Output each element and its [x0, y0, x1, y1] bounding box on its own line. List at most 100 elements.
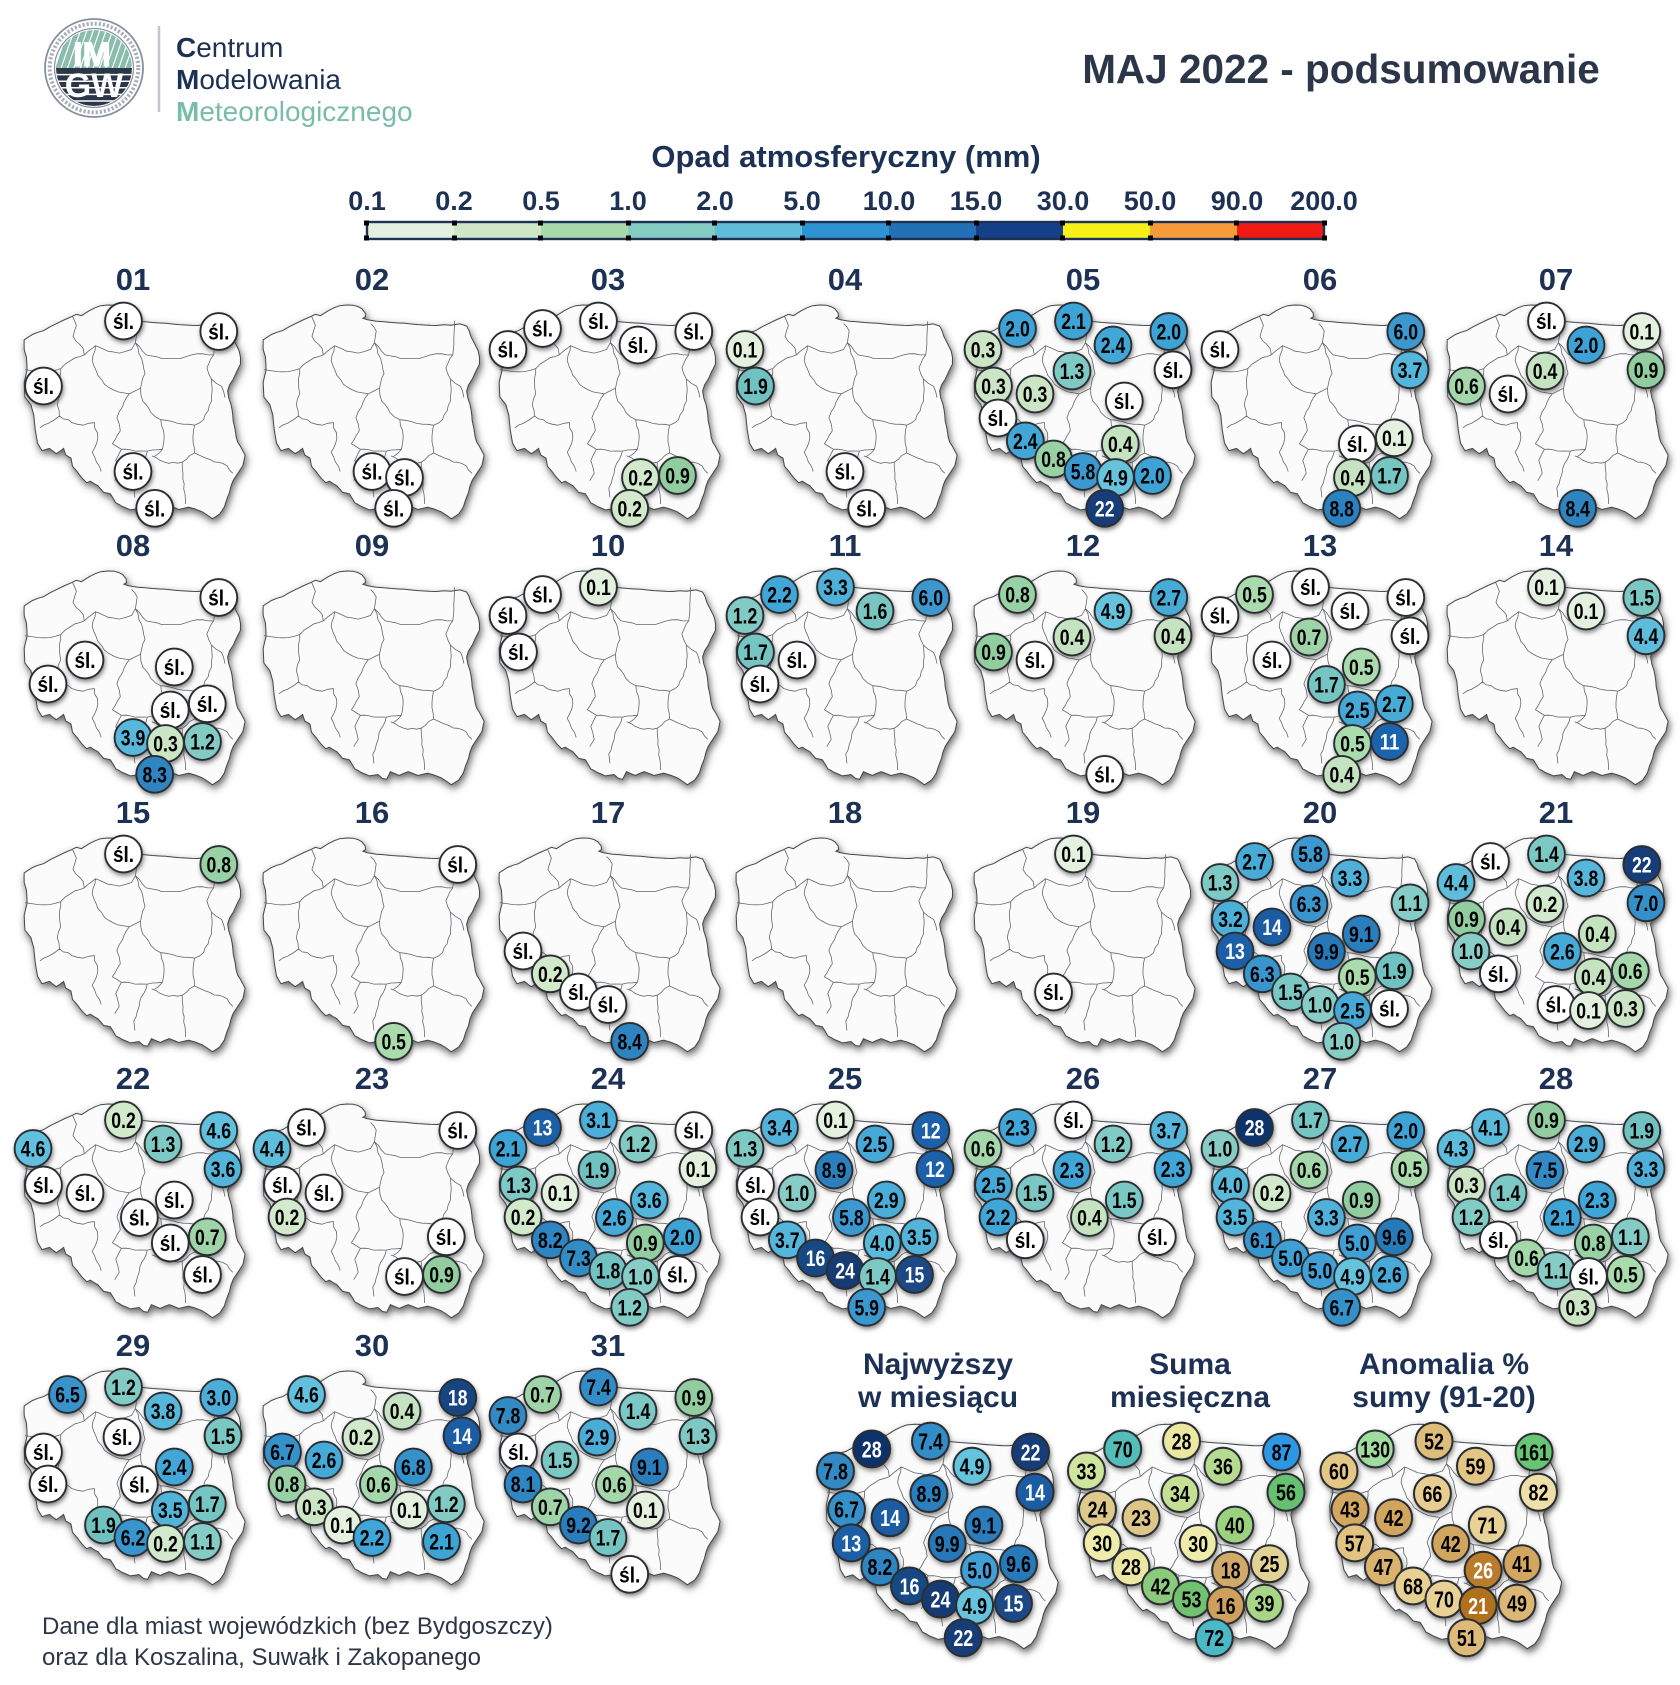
- svg-text:1.4: 1.4: [865, 1265, 890, 1290]
- svg-text:6.3: 6.3: [1297, 892, 1322, 917]
- svg-text:0.2: 0.2: [349, 1425, 374, 1450]
- svg-text:śl.: śl.: [1497, 382, 1518, 407]
- svg-text:05: 05: [1066, 262, 1100, 297]
- svg-text:śl.: śl.: [683, 1119, 704, 1144]
- svg-text:śl.: śl.: [1043, 980, 1064, 1005]
- svg-text:8.9: 8.9: [822, 1158, 847, 1183]
- svg-text:1.2: 1.2: [111, 1375, 136, 1400]
- svg-text:9.9: 9.9: [935, 1531, 960, 1557]
- svg-text:Modelowania: Modelowania: [176, 64, 341, 95]
- svg-text:0.3: 0.3: [1023, 382, 1048, 407]
- svg-text:2.9: 2.9: [874, 1188, 899, 1213]
- svg-text:śl.: śl.: [447, 853, 468, 878]
- svg-text:10: 10: [591, 528, 625, 563]
- svg-text:02: 02: [355, 262, 389, 297]
- svg-text:5.0: 5.0: [1278, 1246, 1303, 1271]
- svg-text:11: 11: [1380, 730, 1400, 755]
- svg-text:19: 19: [1066, 795, 1100, 830]
- svg-text:śl.: śl.: [497, 338, 518, 363]
- svg-text:śl.: śl.: [1162, 358, 1183, 383]
- svg-text:śl.: śl.: [313, 1181, 334, 1206]
- svg-text:59: 59: [1466, 1454, 1486, 1480]
- svg-text:śl.: śl.: [272, 1173, 293, 1198]
- svg-text:28: 28: [1539, 1061, 1573, 1096]
- svg-text:90.0: 90.0: [1211, 186, 1264, 216]
- svg-text:0.1: 0.1: [633, 1498, 658, 1523]
- svg-text:82: 82: [1529, 1480, 1549, 1506]
- svg-text:6.3: 6.3: [1250, 962, 1275, 987]
- svg-text:0.7: 0.7: [530, 1383, 555, 1408]
- svg-text:1.7: 1.7: [195, 1492, 220, 1517]
- svg-text:śl.: śl.: [745, 1173, 766, 1198]
- svg-text:2.5: 2.5: [1345, 698, 1370, 723]
- svg-text:śl.: śl.: [1578, 1265, 1599, 1290]
- svg-text:6.2: 6.2: [121, 1526, 146, 1551]
- svg-text:0.9: 0.9: [1349, 1188, 1374, 1213]
- svg-text:śl.: śl.: [508, 1440, 529, 1465]
- svg-text:1.6: 1.6: [863, 599, 888, 624]
- svg-text:18: 18: [1221, 1558, 1241, 1584]
- svg-text:4.6: 4.6: [207, 1119, 232, 1144]
- svg-text:śl.: śl.: [1379, 997, 1400, 1022]
- svg-text:17: 17: [591, 795, 625, 830]
- svg-text:23: 23: [1131, 1505, 1151, 1531]
- svg-text:22: 22: [116, 1061, 150, 1096]
- svg-text:0.1: 0.1: [686, 1157, 711, 1182]
- svg-text:3.5: 3.5: [158, 1498, 183, 1523]
- svg-text:52: 52: [1424, 1428, 1444, 1454]
- svg-text:śl.: śl.: [37, 672, 58, 697]
- svg-text:26: 26: [1066, 1061, 1100, 1096]
- svg-text:0.2: 0.2: [538, 962, 563, 987]
- svg-text:2.4: 2.4: [1013, 429, 1038, 454]
- svg-text:6.7: 6.7: [834, 1497, 859, 1523]
- svg-text:70: 70: [1113, 1436, 1133, 1462]
- svg-text:28: 28: [1172, 1428, 1192, 1454]
- svg-text:0.4: 0.4: [1581, 965, 1606, 990]
- svg-text:33: 33: [1077, 1458, 1097, 1484]
- svg-text:0.6: 0.6: [1454, 374, 1479, 399]
- svg-text:70: 70: [1434, 1586, 1454, 1612]
- svg-text:30.0: 30.0: [1037, 186, 1090, 216]
- svg-text:śl.: śl.: [1015, 1228, 1036, 1253]
- svg-text:5.0: 5.0: [783, 186, 821, 216]
- svg-text:1.5: 1.5: [1630, 586, 1655, 611]
- svg-text:0.8: 0.8: [1005, 583, 1030, 608]
- svg-text:śl.: śl.: [1395, 586, 1416, 611]
- svg-text:oraz dla Koszalina, Suwałk i Z: oraz dla Koszalina, Suwałk i Zakopanego: [42, 1644, 481, 1671]
- svg-text:śl.: śl.: [568, 980, 589, 1005]
- svg-text:1.7: 1.7: [1298, 1108, 1323, 1133]
- svg-text:śl.: śl.: [37, 1472, 58, 1497]
- svg-text:śl.: śl.: [33, 1173, 54, 1198]
- svg-text:200.0: 200.0: [1290, 186, 1358, 216]
- svg-text:0.3: 0.3: [1454, 1173, 1479, 1198]
- svg-text:1.7: 1.7: [1377, 464, 1402, 489]
- svg-text:4.9: 4.9: [960, 1454, 985, 1480]
- svg-text:sumy (91-20): sumy (91-20): [1352, 1381, 1535, 1414]
- svg-text:5.0: 5.0: [967, 1558, 992, 1584]
- svg-text:6.7: 6.7: [1329, 1295, 1354, 1320]
- svg-text:śl.: śl.: [497, 604, 518, 629]
- svg-text:5.8: 5.8: [1298, 842, 1323, 867]
- svg-text:5.8: 5.8: [839, 1206, 864, 1231]
- svg-text:3.6: 3.6: [637, 1188, 662, 1213]
- svg-text:5.9: 5.9: [854, 1295, 879, 1320]
- svg-text:1.0: 1.0: [1459, 939, 1484, 964]
- svg-text:śl.: śl.: [1209, 604, 1230, 629]
- svg-text:13: 13: [1225, 939, 1245, 964]
- svg-text:3.2: 3.2: [1218, 907, 1243, 932]
- svg-text:śl.: śl.: [197, 692, 218, 717]
- svg-text:3.3: 3.3: [1314, 1206, 1339, 1231]
- svg-text:43: 43: [1340, 1497, 1360, 1523]
- svg-text:66: 66: [1423, 1481, 1443, 1507]
- svg-text:1.8: 1.8: [596, 1259, 621, 1284]
- svg-text:śl.: śl.: [192, 1263, 213, 1288]
- svg-text:śl.: śl.: [1094, 762, 1115, 787]
- svg-text:50.0: 50.0: [1124, 186, 1177, 216]
- svg-text:6.0: 6.0: [919, 586, 944, 611]
- svg-text:śl.: śl.: [394, 1265, 415, 1290]
- svg-text:2.1: 2.1: [496, 1137, 521, 1162]
- svg-text:0.1: 0.1: [1382, 426, 1407, 451]
- svg-text:8.1: 8.1: [511, 1472, 536, 1497]
- svg-text:0.3: 0.3: [1565, 1295, 1590, 1320]
- svg-text:26: 26: [1473, 1558, 1493, 1584]
